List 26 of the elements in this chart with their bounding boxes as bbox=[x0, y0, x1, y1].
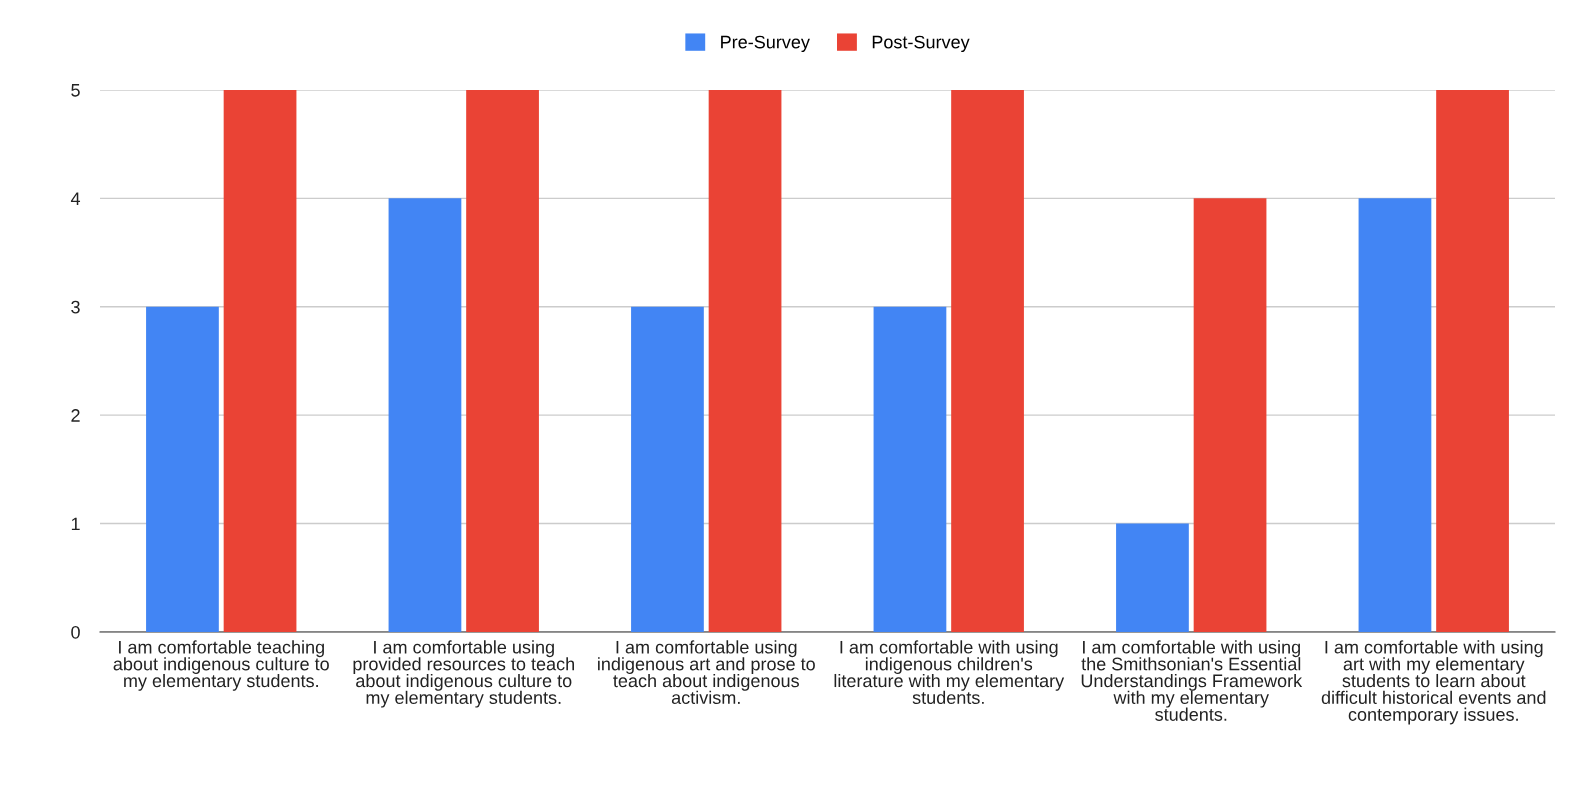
bar bbox=[388, 198, 462, 632]
x-tick-label: I am comfortable with using art with my elementary students to learn about difficult historical events and contemporary issues. bbox=[1321, 640, 1546, 725]
bar bbox=[873, 306, 947, 632]
y-tick-label: 0 bbox=[71, 625, 80, 639]
bar bbox=[146, 306, 219, 632]
bar bbox=[1116, 523, 1189, 632]
bar bbox=[708, 89, 782, 632]
bar bbox=[1436, 89, 1509, 632]
y-tick-label: 1 bbox=[71, 517, 80, 531]
bar bbox=[1358, 198, 1432, 632]
bar bbox=[466, 89, 539, 632]
y-tick-label: 5 bbox=[71, 84, 80, 97]
x-tick-label: I am comfortable teaching about indigenous culture to my elementary students. bbox=[113, 640, 329, 691]
x-tick-label: I am comfortable using provided resources to teach about indigenous culture to my elementary students. bbox=[353, 640, 574, 708]
x-tick-label: I am comfortable using indigenous art and prose to teach about indigenous activism. bbox=[598, 640, 815, 705]
y-tick-label: 4 bbox=[70, 192, 81, 205]
x-tick-label: I am comfortable with using the Smithsonian's Essential Understandings Framework with my elementary students. bbox=[1081, 640, 1303, 721]
bar bbox=[223, 89, 297, 632]
x-tick-label: I am comfortable with using indigenous children's literature with my elementary students. bbox=[834, 640, 1065, 705]
legend-label: Post-Survey bbox=[872, 35, 970, 53]
bar bbox=[951, 89, 1024, 632]
bar bbox=[631, 306, 704, 632]
y-tick-label: 2 bbox=[71, 409, 80, 422]
bar bbox=[1193, 198, 1267, 632]
legend-label: Pre-Survey bbox=[721, 35, 810, 53]
y-tick-label: 3 bbox=[71, 300, 80, 314]
